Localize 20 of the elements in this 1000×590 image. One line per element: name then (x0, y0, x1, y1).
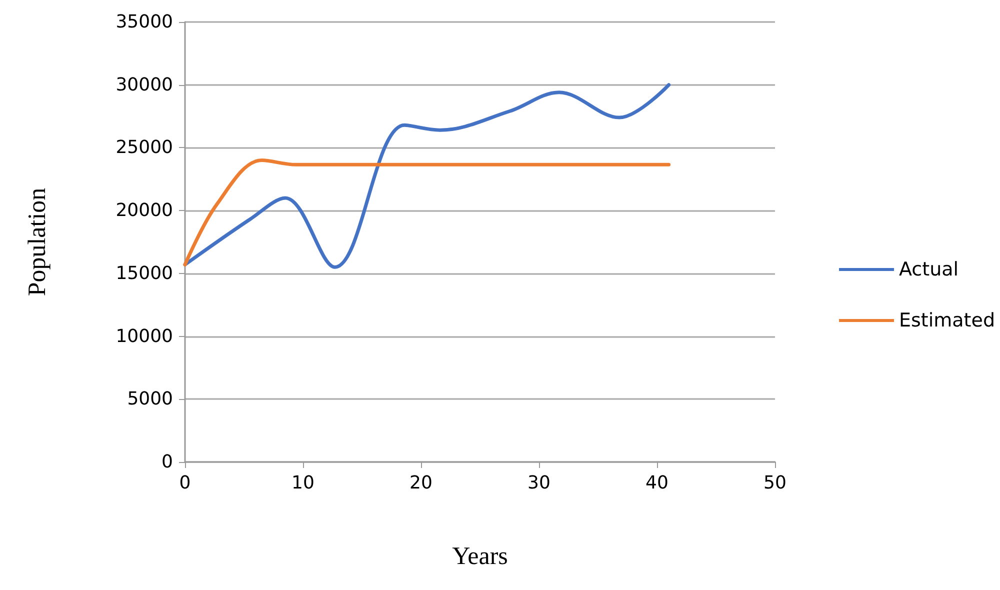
x-tick-label: 30 (528, 472, 550, 494)
line-series (183, 158, 671, 266)
x-tick-label: 50 (764, 472, 786, 494)
x-tick-label: 10 (292, 472, 314, 494)
y-axis-title: Population (24, 187, 51, 296)
x-tick-label: 40 (646, 472, 668, 494)
y-tick-label: 30000 (116, 74, 173, 96)
x-axis-title: Years (452, 543, 508, 570)
y-tick-label: 25000 (116, 137, 173, 158)
legend-label: Estimated (899, 310, 995, 332)
legend-label: Actual (899, 258, 959, 280)
line-series (183, 83, 671, 269)
x-tick-label: 20 (410, 472, 432, 494)
y-tick-label: 20000 (116, 200, 173, 222)
y-tick-label: 0 (162, 452, 173, 472)
y-tick-label: 10000 (116, 326, 173, 347)
y-tick-label: 15000 (116, 262, 173, 284)
y-tick-label: 5000 (127, 388, 173, 410)
y-tick-label: 35000 (116, 12, 173, 32)
x-tick-label: 0 (179, 472, 191, 494)
